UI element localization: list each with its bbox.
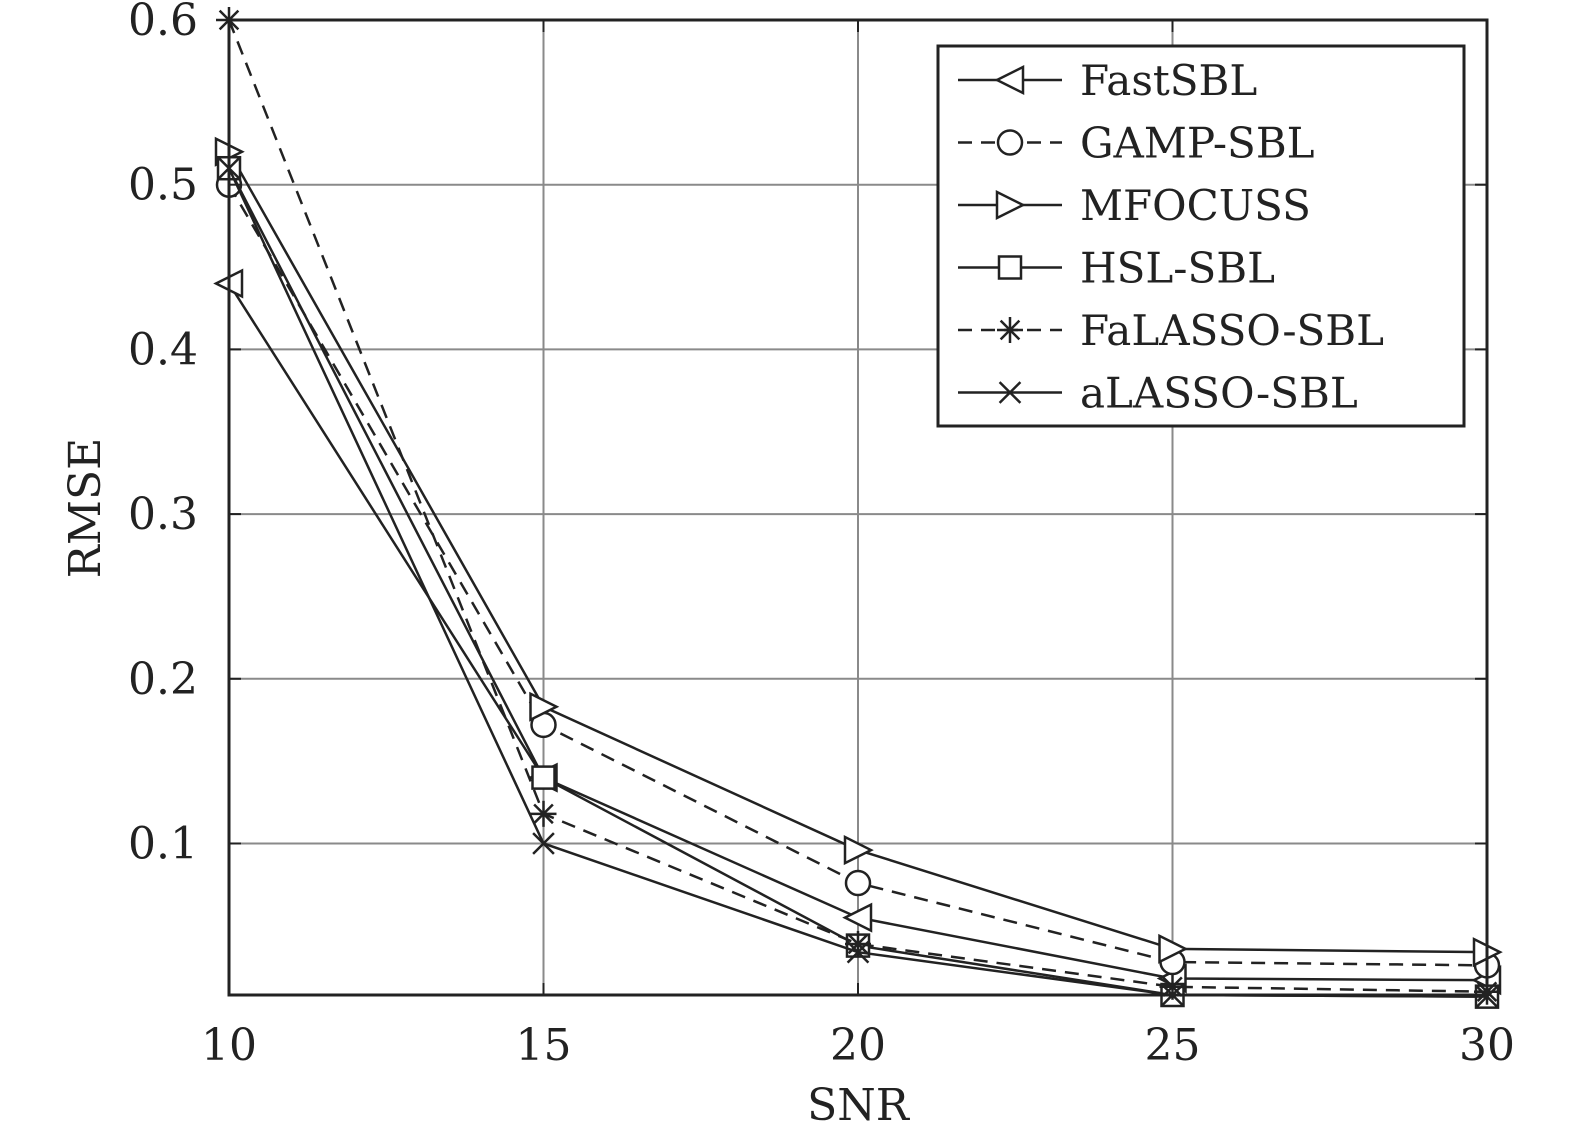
marker-x: [532, 832, 555, 855]
marker-shape: [842, 902, 873, 933]
legend: FastSBL GAMP-SBL MFOCUSS HSL-SBL FaLASSO-SBL…: [936, 44, 1466, 428]
x-tick-label: 15: [516, 1020, 572, 1071]
marker-x: [998, 381, 1022, 404]
marker-triangle-right: [995, 189, 1026, 221]
marker-stroke: [846, 940, 870, 964]
marker-shape: [996, 129, 1024, 156]
legend-label: MFOCUSS: [1080, 181, 1311, 230]
legend-item: MFOCUSS: [958, 181, 1311, 230]
y-tick-label: 0.4: [128, 324, 198, 375]
x-tick-label: 25: [1145, 1020, 1201, 1071]
marker-circle: [996, 129, 1024, 156]
legend-label: HSL-SBL: [1080, 244, 1275, 293]
y-tick-label: 0.6: [128, 0, 198, 46]
x-tick-label: 30: [1459, 1020, 1515, 1071]
x-tick-label: 10: [201, 1020, 257, 1071]
legend-label: GAMP-SBL: [1080, 119, 1315, 168]
legend-item: FaLASSO-SBL: [958, 306, 1384, 355]
marker-shape: [994, 64, 1025, 96]
marker-x: [1475, 985, 1499, 1008]
y-axis-title: RMSE: [60, 438, 111, 578]
marker-triangle-left: [842, 902, 873, 933]
series-line: [227, 19, 1488, 993]
legend-item: GAMP-SBL: [958, 119, 1315, 168]
marker-shape: [995, 189, 1026, 221]
marker-x: [846, 940, 870, 964]
marker-asterisk: [997, 317, 1023, 343]
legend-item: FastSBL: [958, 56, 1257, 105]
marker-shape: [1158, 933, 1189, 964]
y-tick-label: 0.5: [128, 160, 198, 211]
x-axis-title: SNR: [807, 1080, 911, 1131]
marker-stroke: [533, 803, 554, 825]
marker-stroke: [532, 832, 555, 855]
legend-item: aLASSO-SBL: [958, 369, 1358, 418]
legend-label: aLASSO-SBL: [1080, 369, 1358, 418]
marker-stroke: [999, 319, 1021, 341]
y-tick-label: 0.3: [128, 489, 198, 540]
x-tick-label: 20: [830, 1020, 886, 1071]
series-mfocuss: [214, 136, 1503, 968]
marker-triangle-right: [529, 691, 560, 722]
marker-shape: [529, 691, 560, 722]
marker-square: [531, 765, 556, 790]
marker-square: [997, 255, 1023, 280]
legend-label: FaLASSO-SBL: [1080, 306, 1384, 355]
marker-asterisk: [530, 800, 557, 827]
marker-stroke: [1475, 985, 1499, 1008]
legend-label: FastSBL: [1080, 56, 1257, 105]
marker-circle: [844, 869, 872, 897]
marker-stroke: [998, 381, 1022, 404]
marker-triangle-left: [994, 64, 1025, 96]
legend-item: HSL-SBL: [958, 244, 1275, 293]
legend-box: [936, 44, 1466, 428]
y-tick-label: 0.1: [128, 818, 198, 869]
marker-shape: [843, 835, 874, 866]
y-tick-label: 0.2: [128, 654, 198, 705]
marker-triangle-right: [1158, 933, 1189, 964]
ticks: 10 15 20 25 30 0.1 0.2 0.3 0.4 0.5 0.6: [128, 0, 1515, 1071]
marker-triangle-right: [843, 835, 874, 866]
marker-shape: [531, 765, 556, 790]
marker-shape: [844, 869, 872, 897]
marker-shape: [997, 255, 1023, 280]
